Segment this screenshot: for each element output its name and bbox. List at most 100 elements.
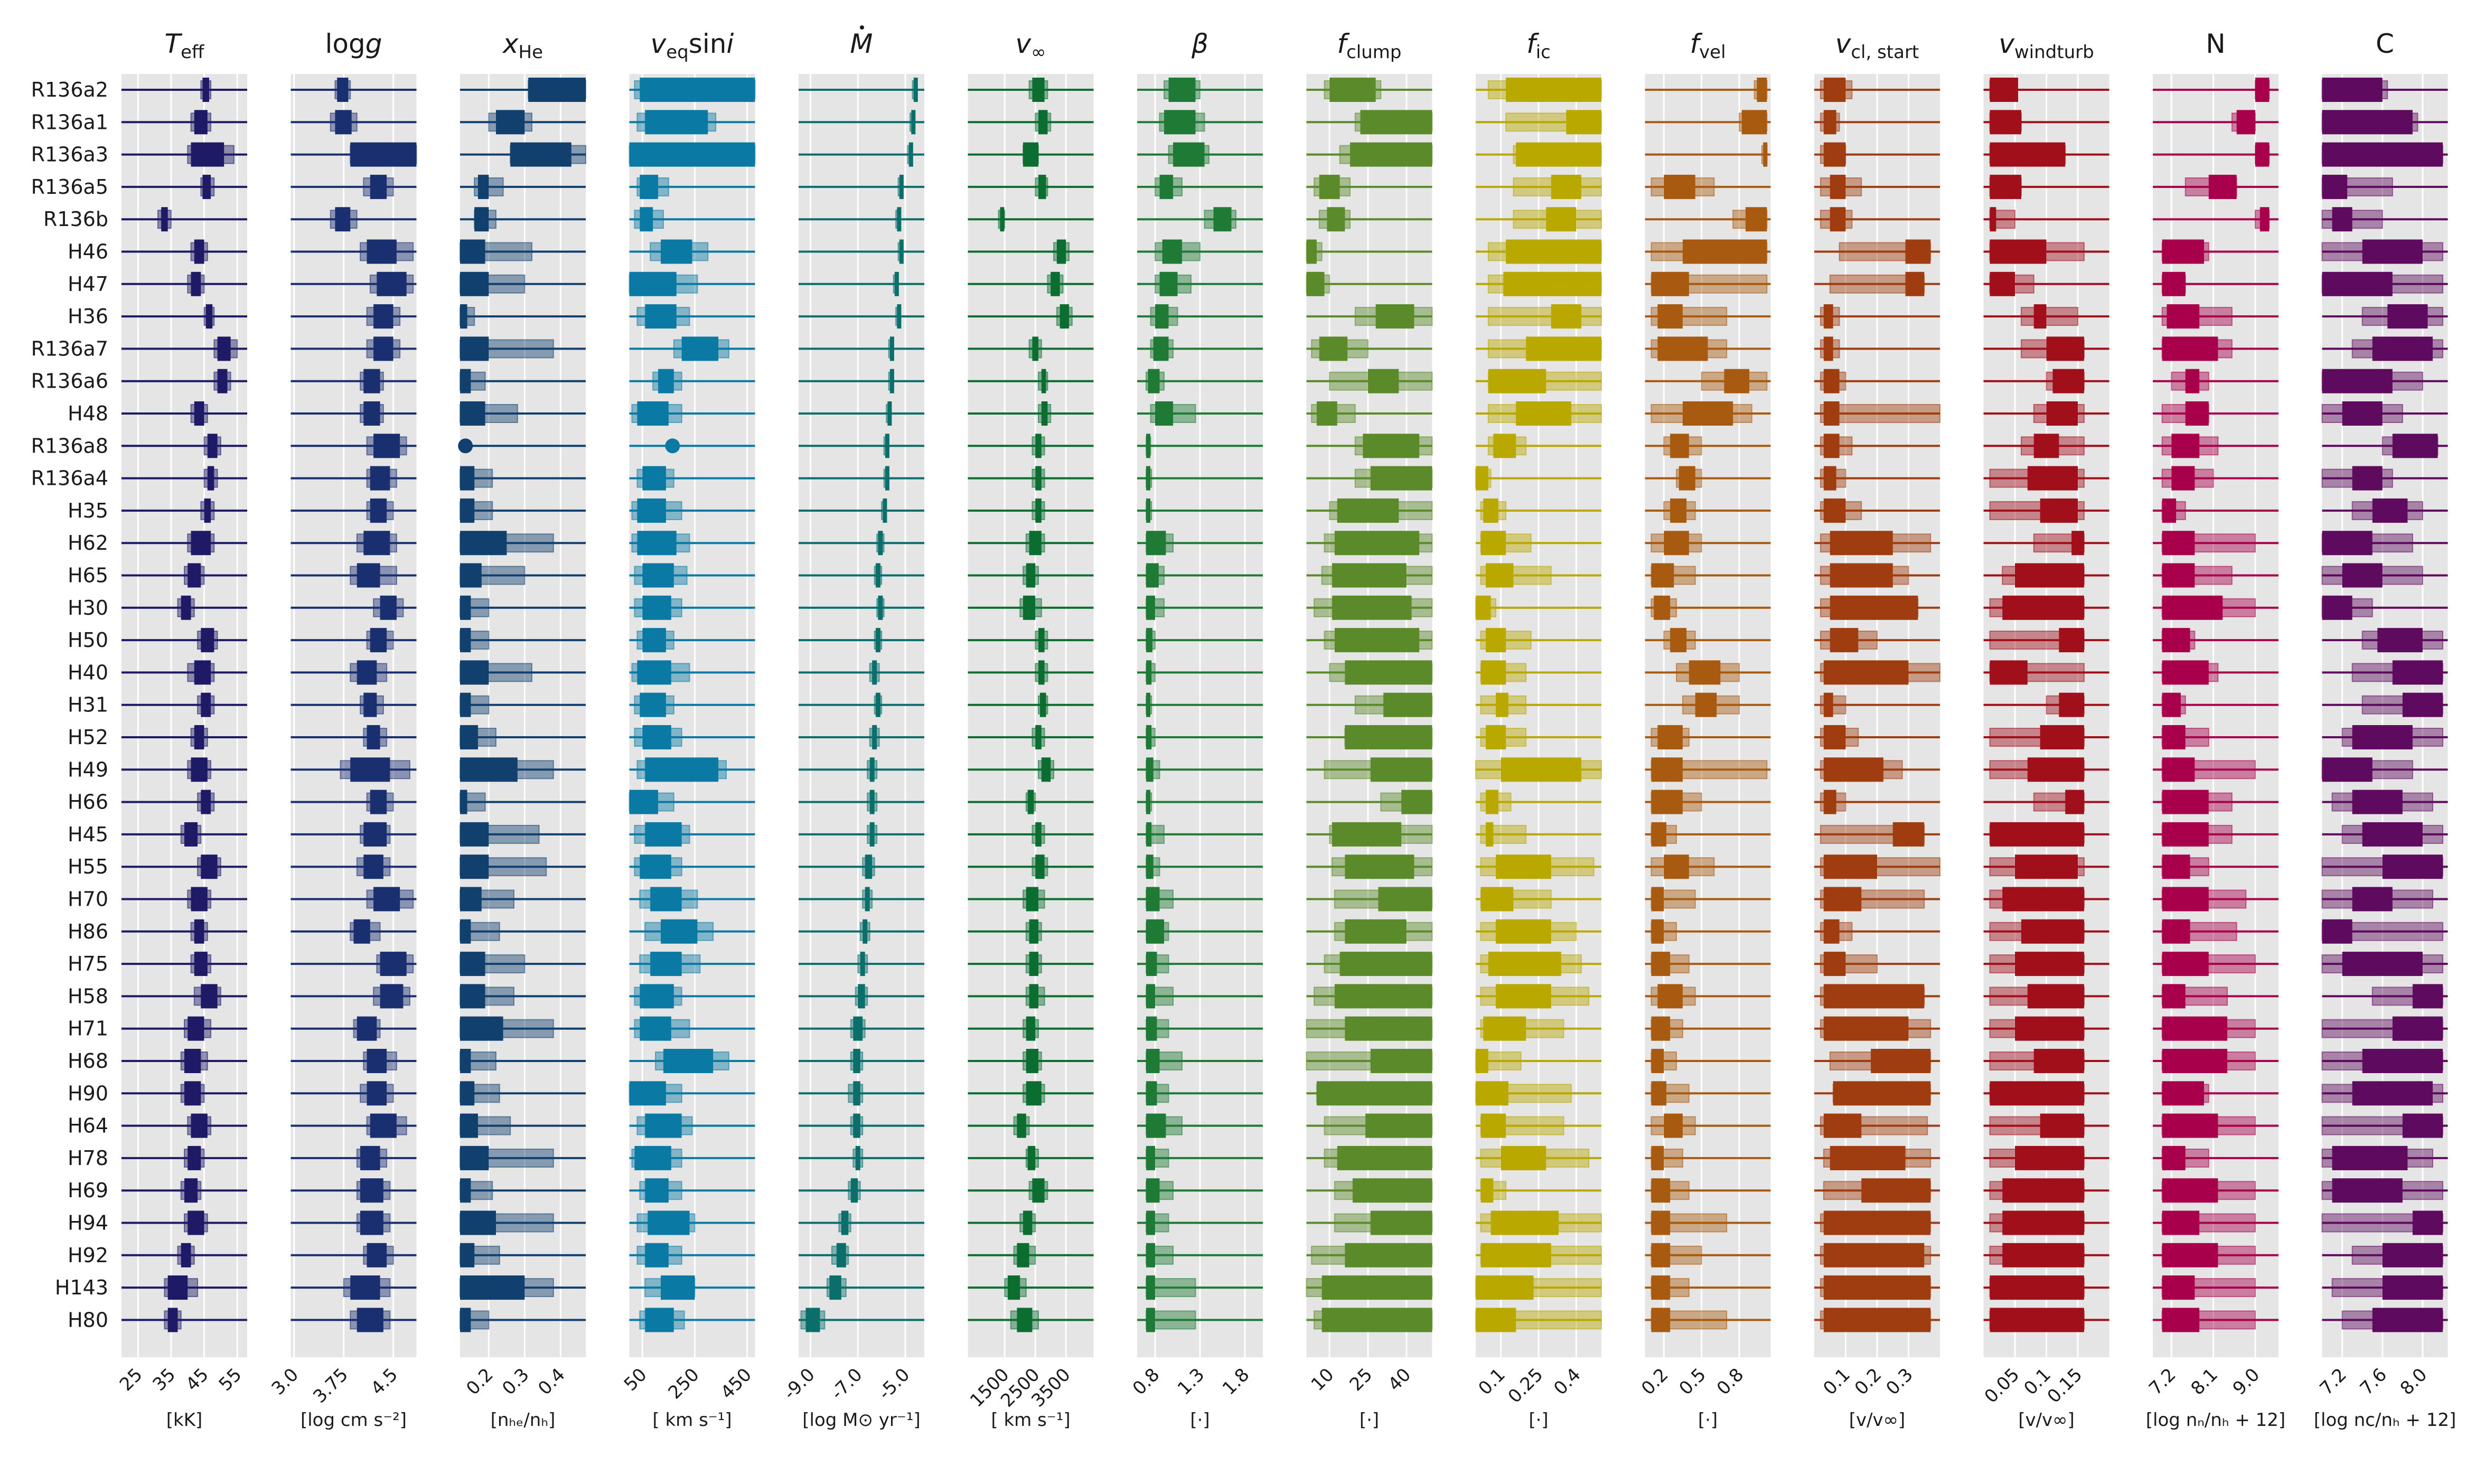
- range-inner-bar: [1670, 498, 1687, 523]
- range-inner-bar: [367, 725, 380, 749]
- range-inner-bar: [1023, 595, 1036, 620]
- range-inner-bar: [201, 984, 218, 1009]
- range-inner-bar: [1651, 822, 1666, 847]
- range-inner-bar: [161, 207, 168, 232]
- range-inner-bar: [894, 271, 899, 296]
- star-label-h40: H40: [68, 661, 108, 684]
- range-inner-bar: [370, 498, 387, 523]
- range-inner-bar: [1352, 1178, 1432, 1203]
- range-inner-bar: [2059, 692, 2084, 717]
- range-inner-bar: [460, 466, 475, 491]
- range-inner-bar: [2362, 822, 2423, 847]
- range-inner-bar: [1029, 531, 1042, 556]
- range-inner-bar: [191, 271, 201, 296]
- range-inner-bar: [629, 1081, 666, 1106]
- range-inner-bar: [367, 239, 397, 264]
- range-inner-bar: [899, 239, 904, 264]
- range-inner-bar: [2052, 369, 2084, 393]
- range-inner-bar: [2046, 336, 2084, 361]
- range-inner-bar: [1035, 434, 1042, 458]
- range-inner-bar: [1480, 531, 1506, 556]
- range-inner-bar: [1830, 628, 1859, 653]
- range-inner-bar: [1319, 174, 1340, 199]
- range-inner-bar: [2162, 336, 2218, 361]
- range-inner-bar: [2402, 692, 2443, 717]
- range-inner-bar: [1051, 271, 1060, 296]
- range-inner-bar: [1146, 531, 1166, 556]
- range-inner-bar: [1026, 563, 1036, 588]
- range-inner-bar: [1493, 434, 1516, 458]
- range-inner-bar: [875, 628, 880, 653]
- panel-title: veqsini: [651, 29, 734, 63]
- range-inner-bar: [1480, 1243, 1551, 1267]
- star-label-r136a6: R136a6: [31, 370, 108, 393]
- range-inner-bar: [2162, 757, 2195, 782]
- range-inner-bar: [460, 628, 471, 653]
- range-inner-bar: [645, 1113, 682, 1138]
- range-inner-bar: [1651, 952, 1671, 976]
- range-inner-bar: [380, 984, 404, 1009]
- range-inner-bar: [1146, 887, 1160, 912]
- range-inner-bar: [645, 1308, 674, 1332]
- range-inner-bar: [1651, 1145, 1664, 1170]
- unit-label: [·]: [1698, 1410, 1718, 1431]
- range-inner-bar: [373, 434, 400, 458]
- range-inner-bar: [460, 1049, 471, 1073]
- range-inner-bar: [869, 790, 875, 814]
- range-inner-bar: [1332, 563, 1407, 588]
- range-inner-bar: [1724, 369, 1750, 393]
- range-inner-bar: [202, 174, 211, 199]
- range-inner-bar: [1146, 628, 1152, 653]
- range-inner-bar: [2171, 434, 2200, 458]
- range-inner-bar: [2322, 369, 2393, 393]
- range-inner-bar: [1401, 790, 1432, 814]
- range-inner-bar: [1480, 660, 1506, 685]
- range-inner-bar: [2015, 1145, 2084, 1170]
- range-inner-bar: [1501, 1145, 1546, 1170]
- range-inner-bar: [1032, 1178, 1045, 1203]
- range-inner-bar: [1830, 531, 1893, 556]
- range-inner-bar: [357, 1016, 377, 1041]
- range-inner-bar: [188, 1210, 204, 1235]
- range-inner-bar: [1651, 563, 1674, 588]
- range-inner-bar: [1990, 207, 1996, 232]
- range-inner-bar: [858, 984, 865, 1009]
- range-inner-bar: [2392, 660, 2443, 685]
- range-inner-bar: [1651, 1178, 1671, 1203]
- range-inner-bar: [2162, 822, 2209, 847]
- range-inner-bar: [887, 401, 892, 426]
- range-inner-bar: [217, 336, 231, 361]
- range-inner-bar: [370, 1113, 397, 1138]
- range-inner-bar: [167, 1275, 188, 1300]
- range-inner-bar: [2162, 239, 2204, 264]
- range-inner-bar: [1146, 1178, 1160, 1203]
- range-inner-bar: [1334, 531, 1420, 556]
- range-inner-bar: [1830, 174, 1846, 199]
- range-inner-bar: [1173, 142, 1205, 167]
- range-point: [458, 438, 473, 454]
- star-label-r136a4: R136a4: [31, 467, 108, 490]
- range-inner-bar: [645, 110, 708, 135]
- range-inner-bar: [1146, 1275, 1155, 1300]
- range-inner-bar: [1830, 563, 1893, 588]
- range-inner-bar: [2332, 1178, 2403, 1203]
- range-inner-bar: [510, 142, 571, 167]
- range-inner-bar: [1823, 887, 1862, 912]
- range-inner-bar: [645, 822, 682, 847]
- range-inner-bar: [460, 1145, 489, 1170]
- range-inner-bar: [1823, 304, 1833, 329]
- range-inner-bar: [2021, 919, 2084, 944]
- range-inner-bar: [1679, 466, 1695, 491]
- star-label-h143: H143: [55, 1276, 108, 1299]
- range-inner-bar: [2412, 1210, 2443, 1235]
- range-inner-bar: [1345, 660, 1432, 685]
- range-inner-bar: [1345, 919, 1407, 944]
- range-inner-bar: [640, 78, 755, 102]
- star-label-h66: H66: [68, 791, 108, 814]
- range-inner-bar: [1657, 336, 1708, 361]
- range-inner-bar: [207, 434, 218, 458]
- range-inner-bar: [1823, 919, 1840, 944]
- range-inner-bar: [1823, 401, 1840, 426]
- range-inner-bar: [363, 692, 377, 717]
